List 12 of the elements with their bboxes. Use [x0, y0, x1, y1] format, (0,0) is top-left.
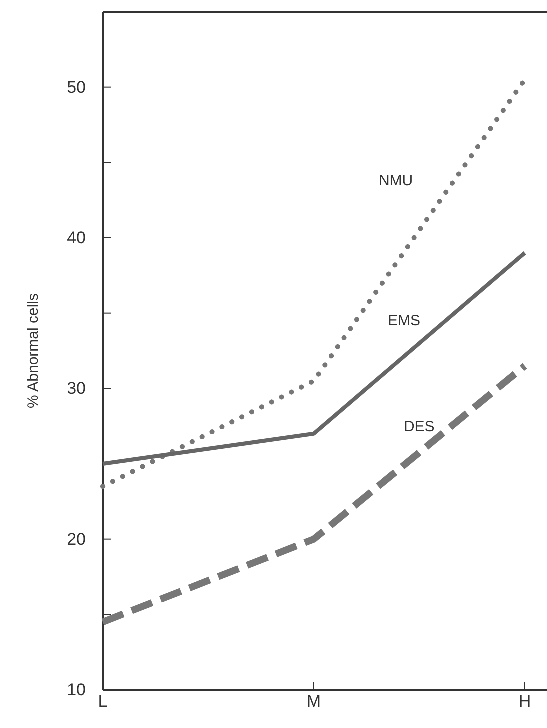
x-tick-label: H [518, 692, 532, 711]
x-tick-label: M [306, 692, 322, 711]
y-tick-label: 40 [67, 228, 86, 248]
y-axis-title: % Abnormal cells [25, 293, 42, 409]
series-label: NMU [378, 172, 414, 190]
y-tick-label: 30 [67, 379, 86, 398]
series-label: EMS [388, 312, 421, 330]
y-tick-label: 20 [67, 530, 86, 549]
y-tick-label: 50 [67, 78, 86, 97]
series-label: DES [404, 418, 435, 436]
x-tick-label: L [98, 692, 108, 711]
y-tick-label: 10 [67, 680, 86, 700]
